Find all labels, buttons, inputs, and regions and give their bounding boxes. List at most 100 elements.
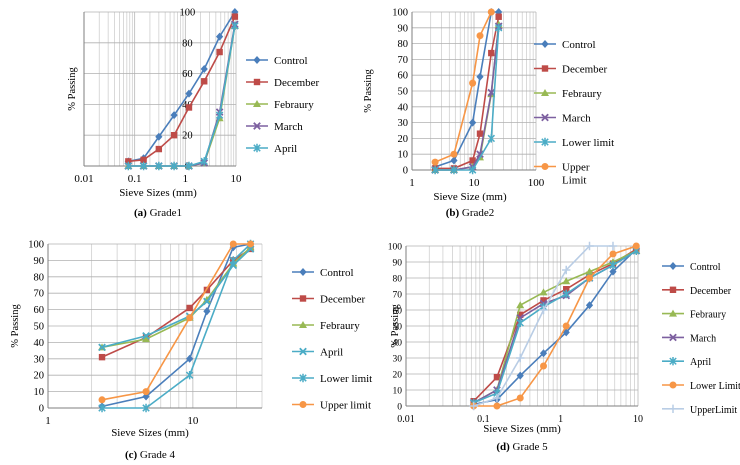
- data-point: [488, 49, 495, 57]
- legend: Control December Febraury April Lower limit U…: [292, 267, 372, 412]
- legend-item: December: [662, 286, 732, 297]
- legend-item: Febraury: [292, 320, 360, 332]
- data-point: [493, 402, 501, 410]
- gridlines: [83, 11, 237, 167]
- legend-item: Lower Limit: [662, 381, 740, 392]
- legend-swatch-marker: [668, 404, 678, 413]
- data-point: [98, 353, 106, 361]
- data-point: [540, 362, 548, 370]
- series-lower-limit: [431, 23, 503, 175]
- y-tick-label: 80: [34, 272, 45, 283]
- legend-swatch-marker: [669, 286, 677, 293]
- series-line: [473, 250, 637, 404]
- x-tick-labels: 0.01 0.1 1 10: [74, 173, 242, 185]
- y-tick-label: 80: [393, 275, 403, 285]
- legend-item: Febraury: [534, 88, 602, 100]
- x-tick-label: 1: [558, 414, 563, 425]
- legend-item: Control: [534, 39, 596, 51]
- data-point: [124, 161, 133, 171]
- data-point: [516, 353, 525, 363]
- y-tick-label: 60: [34, 305, 45, 316]
- y-tick-label: 10: [393, 387, 403, 397]
- legend-swatch-marker: [669, 333, 677, 342]
- x-tick-labels: 1 10: [45, 415, 199, 427]
- caption-letter: (a): [134, 207, 150, 219]
- y-tick-label: 70: [398, 55, 409, 66]
- series-april: [469, 246, 641, 407]
- data-point: [492, 393, 502, 403]
- y-tick-labels: 0 10 20 30 40 50 60 70 80 90 100: [28, 240, 44, 415]
- y-tick-label: 30: [398, 118, 409, 129]
- data-point: [450, 165, 458, 175]
- legend-label: December: [690, 286, 732, 297]
- legend-label: UpperLimit: [690, 405, 737, 416]
- series-line: [128, 11, 236, 163]
- data-point: [585, 301, 594, 310]
- legend-swatch-marker: [541, 65, 549, 72]
- caption-text: Grade 5: [513, 441, 549, 453]
- data-point: [185, 161, 193, 171]
- legend-item: March: [534, 113, 591, 125]
- gridlines: [411, 11, 537, 171]
- chart-caption: (a) Grade1: [134, 207, 182, 219]
- data-point: [468, 165, 477, 175]
- data-point: [202, 295, 211, 303]
- data-point: [586, 274, 594, 282]
- series-april: [124, 21, 239, 171]
- series-upper-limit: [98, 240, 255, 404]
- data-point: [185, 89, 193, 98]
- data-point: [203, 307, 211, 316]
- data-point: [562, 265, 571, 275]
- x-tick-label: 1: [409, 177, 415, 189]
- x-axis-title: Sieve Size (mm): [433, 191, 507, 203]
- data-point: [609, 267, 617, 276]
- data-point: [185, 371, 194, 380]
- x-axis-title: Sieve Sizes (mm): [483, 423, 561, 435]
- data-point: [469, 118, 477, 127]
- legend-label: Lower Limit: [690, 381, 740, 392]
- legend-swatch-marker: [299, 401, 307, 408]
- legend-item: Control: [246, 55, 308, 67]
- y-tick-label: 90: [34, 256, 45, 267]
- y-tick-label: 0: [403, 166, 408, 177]
- data-point: [476, 130, 484, 137]
- data-point: [216, 32, 224, 41]
- x-axis-title: Sieve Sizes (mm): [119, 187, 197, 199]
- data-point: [185, 104, 193, 111]
- data-point: [539, 305, 548, 315]
- data-point: [493, 374, 501, 381]
- y-tick-label: 100: [179, 8, 195, 19]
- legend-label: Control: [274, 55, 308, 67]
- legend-label: March: [690, 333, 716, 344]
- data-point: [170, 161, 178, 171]
- x-tick-label: 0.1: [128, 173, 142, 185]
- data-point: [186, 354, 194, 363]
- data-point: [247, 240, 255, 248]
- legend-label: March: [274, 121, 303, 133]
- data-point: [539, 349, 548, 358]
- data-point: [231, 21, 239, 31]
- series-december: [125, 13, 239, 165]
- chart-caption: (b) Grade2: [446, 207, 495, 219]
- data-point: [562, 277, 571, 285]
- y-tick-label: 10: [398, 150, 409, 161]
- legend-item: Febraury: [662, 309, 726, 321]
- data-point: [476, 72, 484, 81]
- legend-item: UpperLimit: [534, 162, 590, 187]
- x-axis-title: Sieve Sizes (mm): [111, 427, 189, 439]
- data-point: [431, 158, 439, 166]
- legend-swatch-marker: [669, 262, 677, 270]
- data-point: [516, 371, 524, 380]
- y-tick-label: 50: [393, 323, 403, 333]
- x-tick-label: 1: [45, 415, 51, 427]
- y-tick-label: 70: [393, 291, 403, 301]
- legend-item: Control: [662, 262, 721, 273]
- legend-label: March: [562, 113, 591, 125]
- data-point: [516, 394, 524, 402]
- data-point: [140, 156, 147, 164]
- y-tick-label: 60: [182, 69, 193, 80]
- legend-swatch-marker: [299, 321, 307, 328]
- y-axis-title: % Passing: [10, 304, 21, 348]
